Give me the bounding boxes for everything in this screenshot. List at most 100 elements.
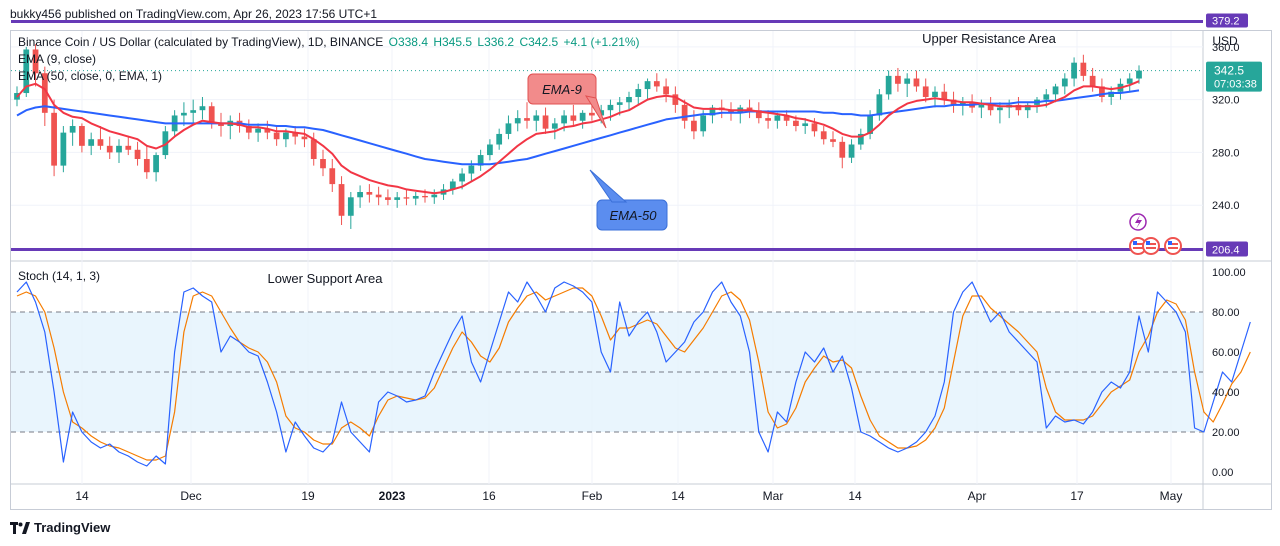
time-tick-label: 14 (848, 489, 862, 503)
candle-body (51, 112, 57, 166)
stoch-tick-label: 100.00 (1212, 267, 1246, 279)
candle-body (199, 106, 206, 111)
ema50-legend-label: EMA (50, close, 0, EMA, 1) (18, 69, 163, 83)
candle-body (978, 104, 985, 108)
candle-body (579, 112, 586, 121)
candle-body (1015, 104, 1022, 111)
candle-body (932, 91, 938, 97)
candle-body (394, 197, 401, 200)
stoch-tick-label: 40.00 (1212, 387, 1240, 399)
candle-body (922, 86, 929, 97)
candle-body (848, 144, 855, 158)
time-tick-label: Mar (763, 489, 784, 503)
candle-body (653, 81, 660, 87)
candle-body (997, 107, 1003, 111)
time-tick-label: 14 (75, 489, 89, 503)
ohlc-close: C342.5 (519, 35, 559, 49)
time-tick-label: Apr (968, 489, 987, 503)
candle-body (134, 149, 141, 160)
candle-body (116, 145, 122, 153)
ema9-legend[interactable]: EMA (9, close) (18, 52, 96, 66)
ema50-legend[interactable]: EMA (50, close, 0, EMA, 1) (18, 69, 162, 83)
candle-body (746, 107, 753, 111)
candle-body (589, 112, 595, 116)
candle-body (459, 173, 465, 182)
candle-body (1071, 62, 1077, 79)
us-flag-stripe-icon (1168, 247, 1178, 249)
candle-body (431, 194, 438, 198)
ema9-callout: EMA-9 (527, 73, 607, 129)
price-change: +4.1 (+1.21%) (563, 35, 640, 49)
stoch-legend[interactable]: Stoch (14, 1, 3) (18, 269, 100, 283)
us-flag-stripe-icon (1146, 243, 1156, 245)
candle-body (765, 118, 771, 121)
candle-body (208, 106, 215, 124)
candle-body (691, 120, 697, 132)
candle-body (190, 110, 197, 113)
candle-body (561, 115, 567, 124)
ema50-callout-box (596, 199, 668, 231)
time-tick-label: 17 (1070, 489, 1084, 503)
candle-body (329, 168, 336, 185)
candle-body (505, 123, 512, 134)
candle-body (1136, 70, 1142, 79)
resistance-price-tag-text: 379.2 (1212, 15, 1240, 27)
candle-body (681, 104, 688, 121)
stoch-tick-label: 20.00 (1212, 427, 1240, 439)
ema50-callout: EMA-50 (589, 169, 668, 231)
candle-body (97, 139, 104, 146)
candle-body (338, 184, 345, 216)
candle-body (839, 141, 846, 158)
time-tick-label: Feb (582, 489, 603, 503)
candle-body (292, 132, 299, 137)
tradingview-logo[interactable]: TradingView (10, 520, 110, 535)
us-flag-event-icon (1164, 237, 1182, 255)
ema50-line (16, 89, 1140, 166)
candle-body (959, 102, 966, 105)
candle-body (672, 94, 679, 105)
candle-body (1126, 78, 1133, 84)
candle-body (320, 159, 326, 169)
us-flag-event-icon (1142, 237, 1160, 255)
candle-body (709, 107, 716, 116)
ohlc-high: H345.5 (433, 35, 473, 49)
publisher-line: bukky456 published on TradingView.com, A… (10, 7, 378, 21)
stoch-tick-label: 0.00 (1212, 467, 1233, 479)
candle-body (542, 115, 549, 129)
ohlc-open: O338.4 (388, 35, 428, 49)
candle-body (895, 75, 901, 84)
time-tick-label: 19 (301, 489, 315, 503)
symbol-legend[interactable]: Binance Coin / US Dollar (calculated by … (18, 35, 640, 49)
candle-body (635, 89, 642, 97)
time-tick-label: 14 (671, 489, 685, 503)
candle-body (904, 78, 911, 84)
candle-body (820, 131, 827, 140)
candle-body (273, 132, 280, 140)
time-tick-label: 2023 (379, 489, 406, 503)
candle-body (153, 155, 159, 173)
candle-body (310, 139, 317, 160)
stoch-d-line (16, 287, 1251, 461)
candle-body (1099, 86, 1105, 97)
candle-body (1024, 104, 1031, 111)
candle-body (32, 49, 39, 74)
candle-body (125, 145, 132, 150)
us-flag-stripe-icon (1168, 243, 1178, 245)
stoch-k-line (16, 281, 1251, 467)
candle-body (496, 133, 503, 145)
candle-body (950, 99, 957, 105)
us-flag-canton-icon (1168, 241, 1172, 245)
ema9-legend-label: EMA (9, close) (18, 52, 97, 66)
candle-body (607, 104, 614, 111)
bar-countdown: 07:03:38 (1214, 79, 1257, 91)
candle-body (88, 139, 95, 146)
candle-body (487, 144, 493, 156)
candle-body (987, 104, 994, 111)
us-flag-stripe-icon (1133, 247, 1143, 249)
candle-body (1108, 91, 1115, 97)
candle-body (1089, 75, 1096, 87)
candle-body (264, 128, 271, 133)
candle-body (802, 123, 809, 127)
ema50-callout-pointer (589, 169, 628, 203)
